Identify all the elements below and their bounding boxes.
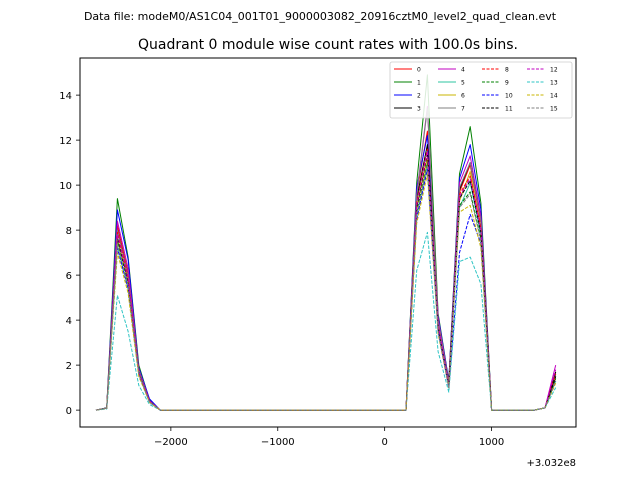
legend-label-3: 3 [417, 106, 421, 113]
chart-title: Quadrant 0 module wise count rates with … [138, 37, 518, 53]
legend-label-0: 0 [417, 67, 421, 74]
y-tick-label: 0 [66, 406, 72, 417]
series-line-3 [95, 144, 557, 411]
legend-label-4: 4 [461, 67, 465, 74]
legend-frame [389, 61, 573, 119]
legend-label-6: 6 [461, 93, 465, 100]
x-tick-label: 0 [381, 437, 387, 448]
series-line-8 [95, 148, 557, 411]
legend-label-9: 9 [505, 80, 509, 87]
legend-label-1: 1 [417, 80, 421, 87]
x-tick-label: −2000 [154, 437, 188, 448]
x-tick-label: 1000 [479, 437, 504, 448]
legend-label-14: 14 [550, 93, 558, 100]
legend-label-12: 12 [550, 67, 558, 74]
series-line-1 [95, 74, 557, 411]
y-tick-label: 6 [66, 271, 72, 282]
chart-suptitle: Data file: modeM0/AS1C04_001T01_90000030… [84, 10, 557, 23]
legend-label-2: 2 [417, 93, 421, 100]
series-line-2 [95, 135, 557, 411]
series-line-11 [95, 153, 557, 411]
y-tick-label: 2 [66, 361, 72, 372]
y-tick-label: 12 [59, 136, 72, 147]
legend-label-10: 10 [505, 93, 513, 100]
y-tick-label: 14 [59, 91, 72, 102]
axes-frame [79, 57, 577, 428]
series-line-12 [95, 150, 557, 411]
legend-label-5: 5 [461, 80, 465, 87]
legend-label-11: 11 [505, 106, 513, 113]
y-tick-label: 4 [66, 316, 72, 327]
legend-label-15: 15 [550, 106, 558, 113]
series-line-4 [95, 105, 557, 411]
legend-label-7: 7 [461, 106, 465, 113]
x-axis: −2000 −1000 0 1000 [154, 427, 504, 448]
series-line-7 [95, 108, 557, 411]
series-line-5 [95, 164, 557, 411]
series-line-6 [95, 157, 557, 411]
y-axis: 0 2 4 6 8 10 12 14 [59, 91, 80, 417]
series-line-9 [95, 162, 557, 411]
legend-label-13: 13 [550, 80, 558, 87]
y-tick-label: 8 [66, 226, 72, 237]
y-tick-label: 10 [59, 181, 72, 192]
series-line-10 [95, 168, 557, 411]
series-layer [95, 74, 557, 411]
series-line-0 [95, 130, 557, 411]
x-tick-label: −1000 [261, 437, 295, 448]
legend-label-8: 8 [505, 67, 509, 74]
x-offset-label: +3.032e8 [526, 458, 576, 469]
series-line-15 [95, 164, 557, 411]
series-line-14 [95, 173, 557, 411]
